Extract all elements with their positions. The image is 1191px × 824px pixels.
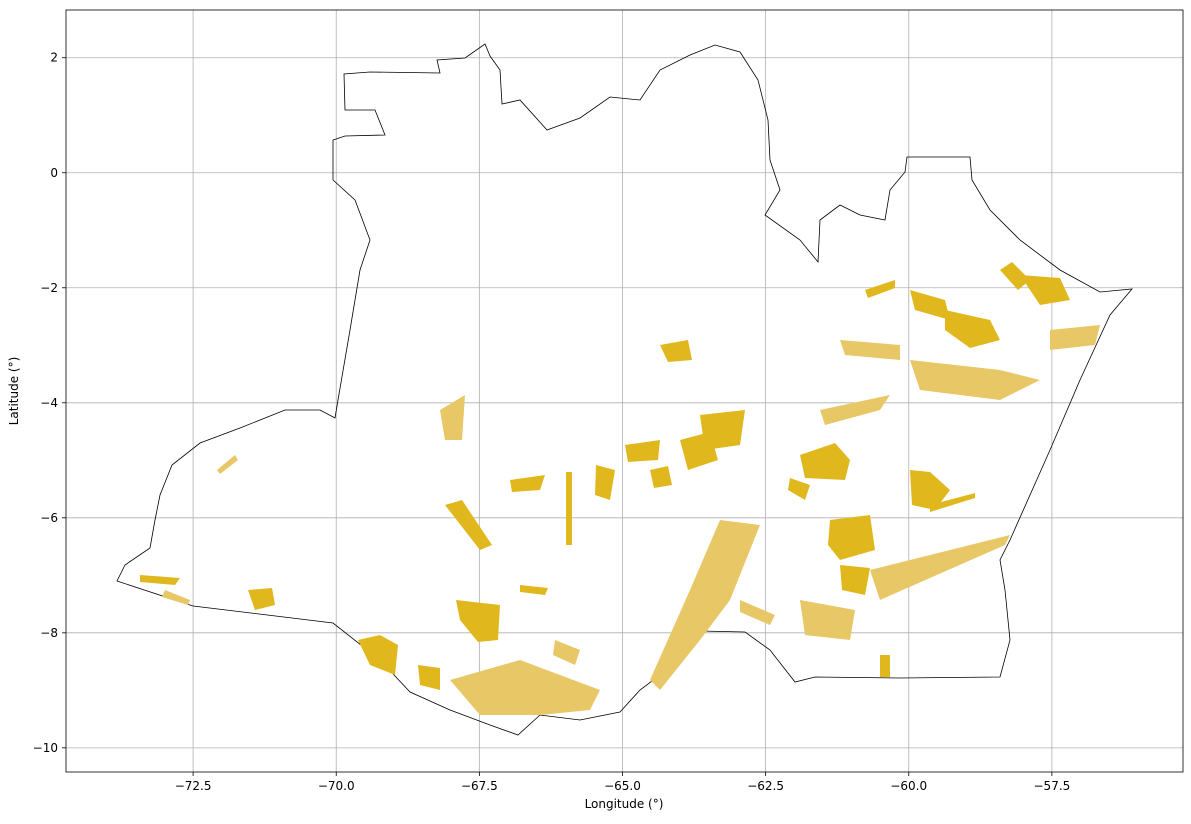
patch — [520, 585, 548, 595]
x-tick-label: −60.0 — [890, 779, 927, 793]
patch — [1000, 262, 1030, 290]
patch — [140, 575, 180, 585]
patch — [660, 340, 692, 362]
patch — [566, 472, 572, 545]
y-axis-label: Latitude (°) — [7, 357, 21, 426]
patch — [870, 535, 1010, 600]
x-tick-label: −67.5 — [461, 779, 498, 793]
state-outline — [116, 43, 1133, 736]
x-axis-label: Longitude (°) — [585, 797, 664, 811]
patch — [1050, 325, 1100, 350]
patch — [450, 660, 600, 715]
y-tick-label: 2 — [50, 51, 58, 65]
patch — [910, 360, 1040, 400]
y-tick-label: −2 — [40, 281, 58, 295]
patch — [440, 395, 465, 440]
patch — [700, 410, 745, 450]
patch — [625, 440, 660, 462]
y-tick-label: 0 — [50, 166, 58, 180]
x-tick-label: −57.5 — [1034, 779, 1071, 793]
x-tick-label: −72.5 — [175, 779, 212, 793]
patch — [650, 520, 760, 690]
patch — [418, 665, 440, 690]
patch — [800, 600, 855, 640]
patch — [945, 310, 1000, 348]
patch — [1020, 275, 1070, 305]
y-tick-label: −6 — [40, 511, 58, 525]
patch — [162, 590, 190, 605]
patch — [930, 493, 975, 512]
patch — [358, 635, 398, 675]
patch — [456, 600, 500, 642]
patch — [840, 340, 900, 360]
map — [116, 43, 1133, 736]
patch — [788, 478, 810, 500]
patch — [820, 395, 890, 425]
patch — [553, 640, 580, 665]
patch — [910, 290, 950, 320]
patch — [865, 280, 895, 298]
patch — [650, 466, 672, 488]
patch — [880, 655, 890, 677]
patch — [910, 470, 950, 510]
x-tick-label: −65.0 — [604, 779, 641, 793]
patch — [217, 455, 238, 474]
axes-frame — [65, 9, 1184, 773]
deforestation-patches — [140, 262, 1100, 715]
patch — [828, 515, 875, 560]
patch — [740, 600, 775, 625]
patch — [800, 443, 850, 480]
y-tick-label: −8 — [40, 626, 58, 640]
patch — [445, 500, 492, 550]
y-tick-label: −4 — [40, 396, 58, 410]
patch — [595, 465, 615, 500]
x-tick-label: −62.5 — [747, 779, 784, 793]
patch — [840, 565, 870, 595]
y-tick-label: −10 — [33, 741, 58, 755]
patch — [510, 475, 545, 492]
grid — [66, 10, 1183, 772]
patch — [248, 588, 275, 610]
x-tick-label: −70.0 — [318, 779, 355, 793]
